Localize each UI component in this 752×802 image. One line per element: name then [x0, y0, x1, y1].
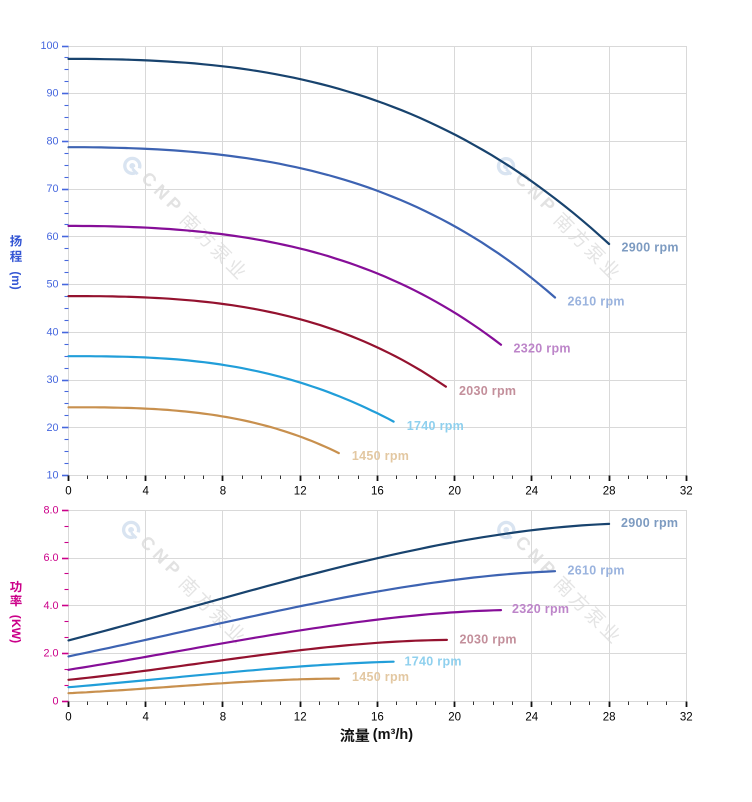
svg-text:(m): (m) [9, 271, 23, 289]
svg-text:2030 rpm: 2030 rpm [460, 633, 517, 647]
svg-text:1450 rpm: 1450 rpm [352, 449, 409, 463]
svg-text:8.0: 8.0 [43, 504, 58, 516]
svg-text:90: 90 [46, 88, 58, 100]
svg-text:1740 rpm: 1740 rpm [405, 655, 462, 669]
svg-text:2320 rpm: 2320 rpm [514, 342, 571, 356]
svg-text:40: 40 [46, 326, 58, 338]
svg-text:4: 4 [142, 712, 149, 724]
svg-text:2900 rpm: 2900 rpm [622, 241, 679, 255]
svg-text:32: 32 [680, 712, 693, 724]
svg-text:20: 20 [448, 712, 461, 724]
svg-text:30: 30 [46, 374, 58, 386]
svg-text:12: 12 [294, 486, 307, 498]
svg-text:(KW): (KW) [9, 615, 23, 643]
svg-text:10: 10 [46, 470, 58, 482]
svg-text:2030 rpm: 2030 rpm [459, 384, 516, 398]
svg-text:2.0: 2.0 [43, 648, 58, 660]
svg-text:20: 20 [448, 486, 461, 498]
svg-text:1740 rpm: 1740 rpm [407, 419, 464, 433]
svg-text:4.0: 4.0 [43, 600, 58, 612]
svg-text:(m³/h): (m³/h) [373, 727, 413, 743]
svg-text:4: 4 [142, 486, 149, 498]
svg-text:16: 16 [371, 712, 384, 724]
svg-text:50: 50 [46, 279, 58, 291]
svg-text:2610 rpm: 2610 rpm [568, 564, 625, 578]
svg-text:20: 20 [46, 422, 58, 434]
svg-text:16: 16 [371, 486, 384, 498]
svg-text:100: 100 [40, 40, 58, 52]
svg-text:6.0: 6.0 [43, 552, 58, 564]
svg-text:8: 8 [220, 486, 226, 498]
svg-text:1450 rpm: 1450 rpm [352, 670, 409, 684]
svg-text:80: 80 [46, 135, 58, 147]
svg-text:70: 70 [46, 183, 58, 195]
svg-text:0: 0 [65, 712, 71, 724]
svg-text:32: 32 [680, 486, 693, 498]
svg-text:28: 28 [603, 712, 616, 724]
svg-text:2610 rpm: 2610 rpm [568, 295, 625, 309]
svg-text:12: 12 [294, 712, 307, 724]
svg-text:28: 28 [603, 486, 616, 498]
svg-text:24: 24 [525, 486, 538, 498]
svg-text:0: 0 [52, 695, 58, 707]
svg-text:2320 rpm: 2320 rpm [512, 602, 569, 616]
svg-text:24: 24 [525, 712, 538, 724]
svg-text:2900 rpm: 2900 rpm [621, 516, 678, 530]
svg-text:0: 0 [65, 486, 71, 498]
svg-text:60: 60 [46, 231, 58, 243]
svg-text:8: 8 [220, 712, 226, 724]
